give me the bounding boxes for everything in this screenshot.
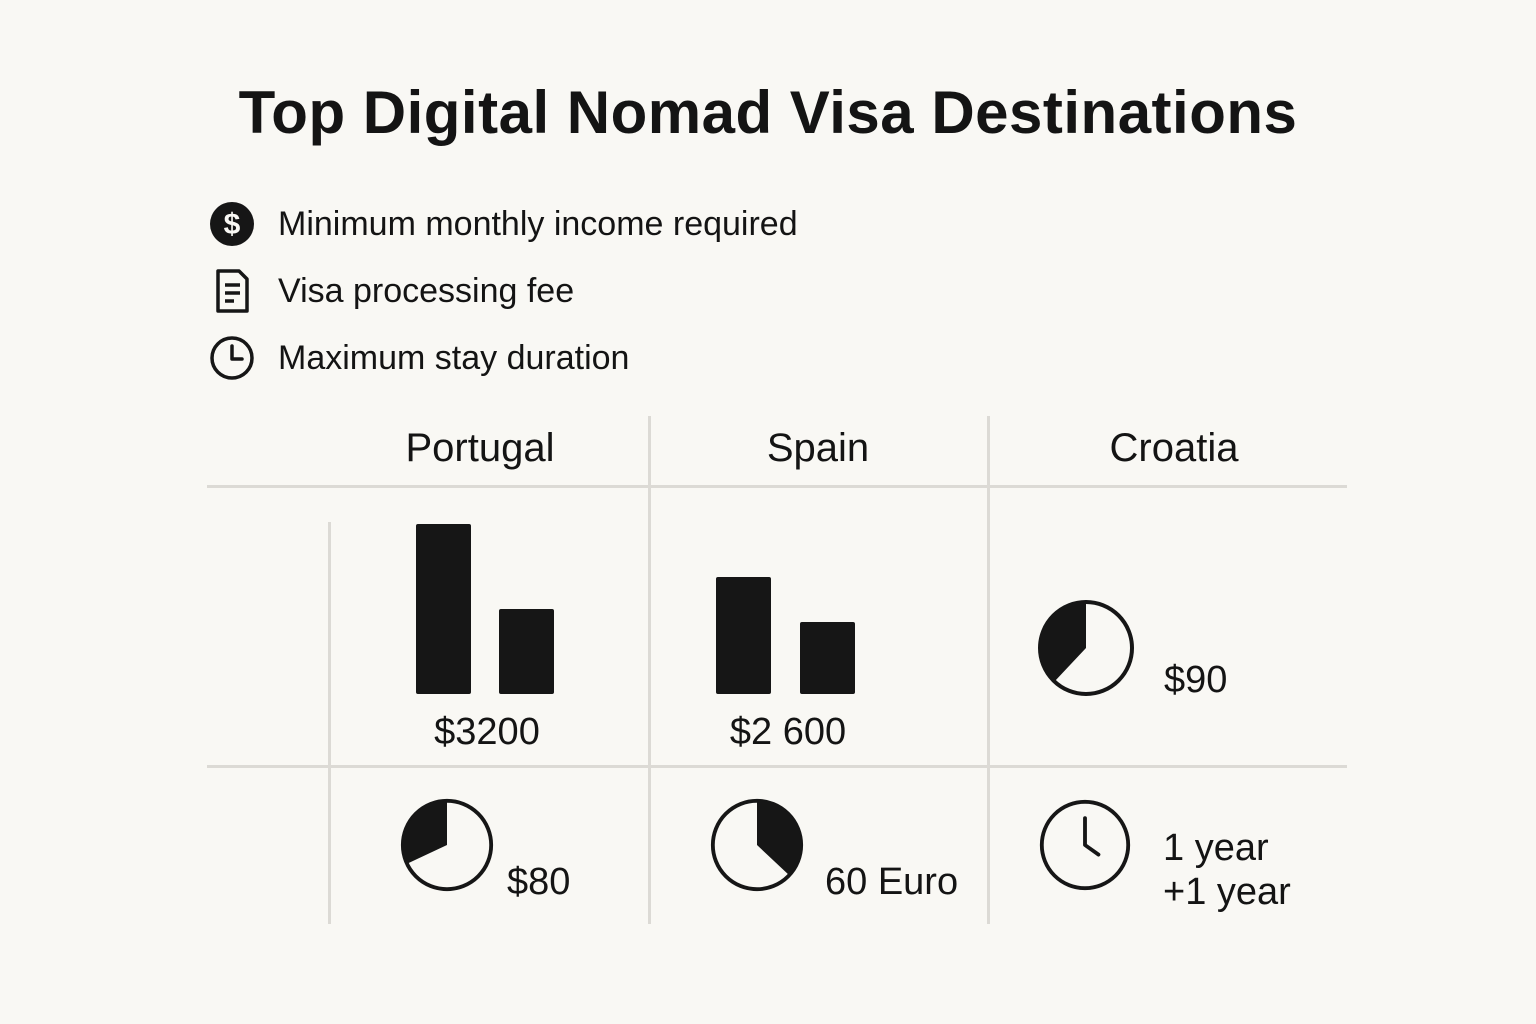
pie-icon [1038, 600, 1134, 696]
income-value-portugal: $3200 [434, 711, 540, 753]
fee-value-portugal: $80 [507, 861, 571, 903]
legend-label-income: Minimum monthly income required [278, 204, 798, 243]
grid-line-left [328, 522, 331, 924]
legend-label-fee: Visa processing fee [278, 271, 575, 310]
dollar-circle-icon: $ [210, 202, 254, 246]
income-bar-portugal-1 [416, 524, 471, 694]
column-header-spain: Spain [766, 426, 870, 470]
grid-line-row [207, 765, 1347, 768]
grid-line-header [207, 485, 1347, 488]
grid-line-col1 [648, 416, 651, 924]
income-bar-spain-2 [800, 622, 855, 694]
stay-value-croatia-line1: 1 year [1163, 827, 1269, 869]
clock-icon [210, 336, 254, 380]
stay-value-croatia-line2: +1 year [1163, 871, 1291, 913]
column-header-croatia: Croatia [1109, 426, 1239, 470]
grid-line-col2 [987, 416, 990, 924]
legend-label-stay: Maximum stay duration [278, 338, 630, 377]
legend-item-fee: Visa processing fee [208, 267, 574, 315]
legend-item-income: $ Minimum monthly income required [208, 200, 798, 248]
pie-icon [710, 798, 804, 892]
column-header-portugal: Portugal [405, 426, 555, 470]
income-bar-portugal-2 [499, 609, 554, 694]
document-icon [216, 269, 249, 313]
clock-icon [1039, 799, 1131, 891]
income-bar-spain-1 [716, 577, 771, 694]
pie-icon [400, 798, 494, 892]
legend-item-stay: Maximum stay duration [208, 334, 629, 382]
income-value-spain: $2 600 [729, 711, 847, 753]
income-value-croatia: $90 [1164, 659, 1228, 701]
svg-text:$: $ [224, 208, 241, 241]
page-title: Top Digital Nomad Visa Destinations [238, 79, 1298, 146]
fee-value-spain: 60 Euro [825, 861, 959, 903]
